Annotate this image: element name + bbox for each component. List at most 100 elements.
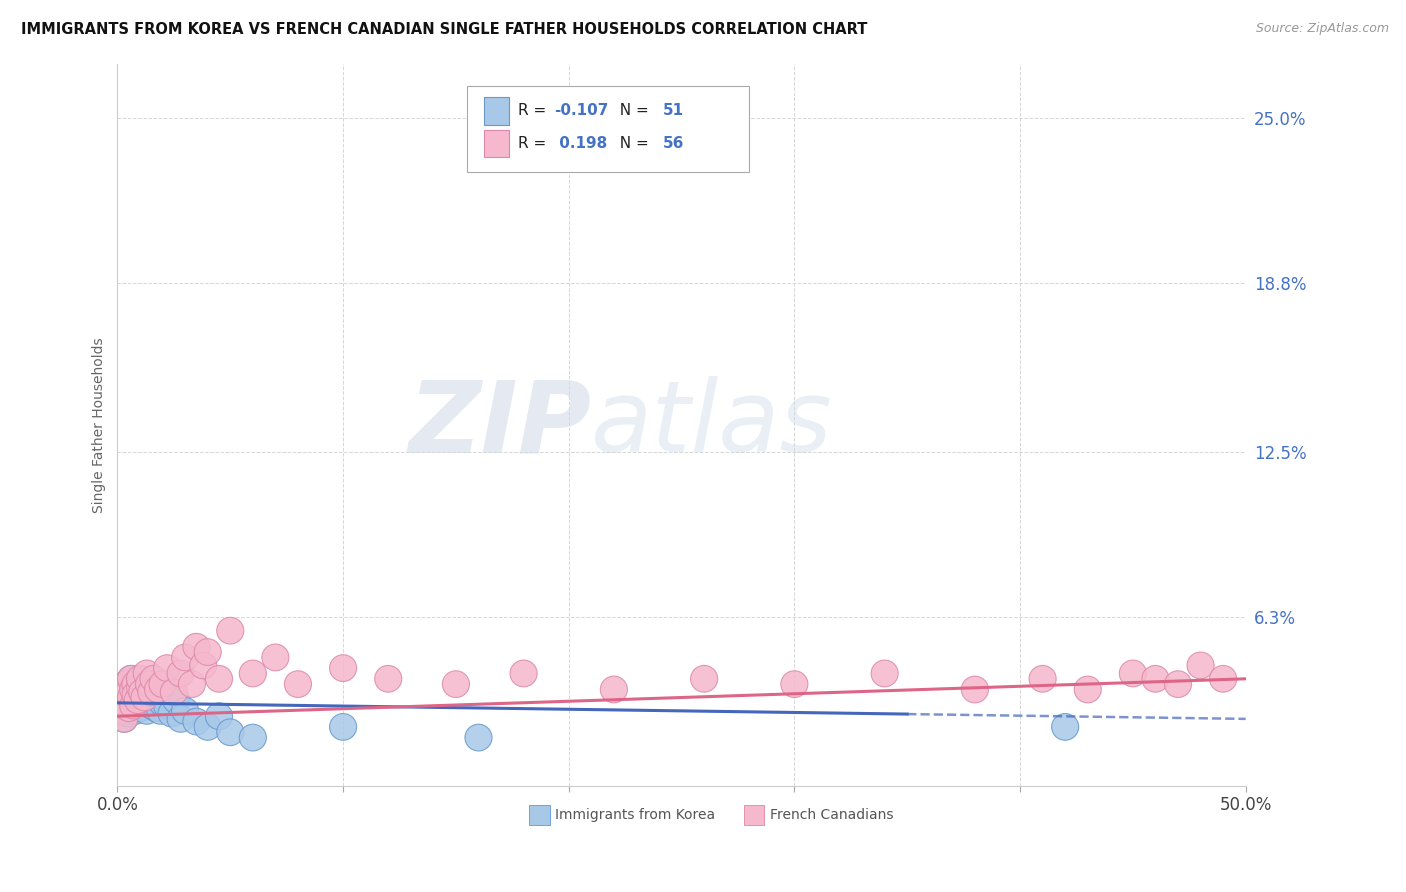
Ellipse shape <box>329 714 357 740</box>
Ellipse shape <box>142 695 169 722</box>
FancyBboxPatch shape <box>529 805 550 825</box>
FancyBboxPatch shape <box>467 86 749 172</box>
Ellipse shape <box>153 692 180 719</box>
Ellipse shape <box>217 719 243 746</box>
Ellipse shape <box>112 681 141 708</box>
Ellipse shape <box>160 679 187 706</box>
FancyBboxPatch shape <box>744 805 763 825</box>
Ellipse shape <box>108 676 135 703</box>
Ellipse shape <box>872 660 898 687</box>
Ellipse shape <box>167 706 194 732</box>
Ellipse shape <box>1187 652 1215 679</box>
Ellipse shape <box>108 676 135 703</box>
Text: 51: 51 <box>662 103 683 119</box>
Ellipse shape <box>183 633 209 660</box>
Ellipse shape <box>1074 676 1101 703</box>
Ellipse shape <box>145 676 172 703</box>
Ellipse shape <box>124 687 152 714</box>
Ellipse shape <box>120 676 146 703</box>
Ellipse shape <box>217 617 243 644</box>
Ellipse shape <box>129 676 156 703</box>
Ellipse shape <box>1052 714 1078 740</box>
Ellipse shape <box>172 644 198 671</box>
Ellipse shape <box>107 692 134 719</box>
Ellipse shape <box>111 679 138 706</box>
Ellipse shape <box>167 660 194 687</box>
Ellipse shape <box>111 706 138 732</box>
Ellipse shape <box>131 684 157 711</box>
Ellipse shape <box>112 671 141 698</box>
Ellipse shape <box>149 671 176 698</box>
Ellipse shape <box>118 690 145 716</box>
Ellipse shape <box>111 690 138 716</box>
Ellipse shape <box>112 690 141 716</box>
Text: Immigrants from Korea: Immigrants from Korea <box>555 808 716 822</box>
Ellipse shape <box>190 652 217 679</box>
Text: French Canadians: French Canadians <box>769 808 893 822</box>
Ellipse shape <box>122 681 149 708</box>
Ellipse shape <box>205 703 232 730</box>
Ellipse shape <box>120 679 146 706</box>
Ellipse shape <box>962 676 988 703</box>
Ellipse shape <box>127 665 153 692</box>
Ellipse shape <box>111 687 138 714</box>
Ellipse shape <box>1119 660 1146 687</box>
Text: ZIP: ZIP <box>408 376 592 474</box>
Ellipse shape <box>157 700 186 727</box>
Y-axis label: Single Father Households: Single Father Households <box>93 337 107 513</box>
Ellipse shape <box>108 698 135 724</box>
Ellipse shape <box>1164 671 1191 698</box>
Ellipse shape <box>194 639 221 665</box>
Ellipse shape <box>118 665 145 692</box>
Ellipse shape <box>134 660 160 687</box>
Ellipse shape <box>108 692 135 719</box>
Ellipse shape <box>127 695 153 722</box>
Ellipse shape <box>135 671 163 698</box>
Ellipse shape <box>127 673 153 700</box>
Ellipse shape <box>134 690 160 716</box>
Ellipse shape <box>115 700 142 727</box>
Ellipse shape <box>129 679 156 706</box>
Ellipse shape <box>239 724 266 751</box>
Text: 0.198: 0.198 <box>554 136 607 151</box>
Ellipse shape <box>138 692 165 719</box>
Ellipse shape <box>149 690 176 716</box>
Ellipse shape <box>153 655 180 681</box>
Text: N =: N = <box>610 136 654 151</box>
Text: R =: R = <box>517 103 551 119</box>
Ellipse shape <box>284 671 312 698</box>
Ellipse shape <box>124 684 152 711</box>
Text: -0.107: -0.107 <box>554 103 609 119</box>
Ellipse shape <box>1029 665 1056 692</box>
FancyBboxPatch shape <box>484 129 509 157</box>
Ellipse shape <box>262 644 290 671</box>
Ellipse shape <box>111 706 138 732</box>
Ellipse shape <box>1142 665 1168 692</box>
Ellipse shape <box>115 673 142 700</box>
Ellipse shape <box>510 660 537 687</box>
Ellipse shape <box>115 679 142 706</box>
FancyBboxPatch shape <box>484 97 509 125</box>
Ellipse shape <box>122 687 149 714</box>
Ellipse shape <box>690 665 717 692</box>
Ellipse shape <box>374 665 402 692</box>
Ellipse shape <box>122 671 149 698</box>
Ellipse shape <box>205 665 232 692</box>
Ellipse shape <box>163 687 190 714</box>
Ellipse shape <box>135 681 163 708</box>
Ellipse shape <box>329 655 357 681</box>
Text: R =: R = <box>517 136 551 151</box>
Ellipse shape <box>120 692 146 719</box>
Text: Source: ZipAtlas.com: Source: ZipAtlas.com <box>1256 22 1389 36</box>
Text: atlas: atlas <box>592 376 832 474</box>
Ellipse shape <box>120 692 146 719</box>
Ellipse shape <box>239 660 266 687</box>
Ellipse shape <box>124 692 152 719</box>
Ellipse shape <box>465 724 492 751</box>
Ellipse shape <box>122 698 149 724</box>
Ellipse shape <box>112 671 141 698</box>
Ellipse shape <box>141 665 167 692</box>
Ellipse shape <box>134 698 160 724</box>
Ellipse shape <box>443 671 470 698</box>
Ellipse shape <box>108 687 135 714</box>
